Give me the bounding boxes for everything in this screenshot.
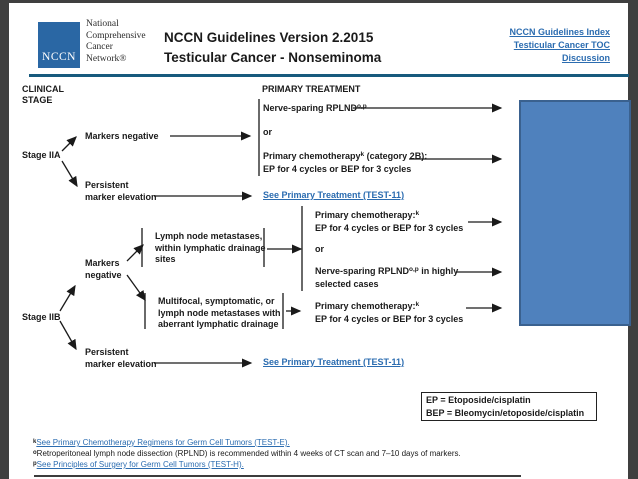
footnote-marker: p [33, 460, 37, 467]
node-line: aberrant lymphatic drainage [158, 319, 279, 329]
header-links: NCCN Guidelines Index Testicular Cancer … [509, 26, 610, 65]
treatment-nerve-sparing-iib: Nerve-sparing RPLNDo,p in highly selecte… [315, 266, 458, 290]
footnote-o: oRetroperitoneal lymph node dissection (… [33, 448, 461, 461]
stage-iia-label: Stage IIA [22, 150, 61, 160]
org-line: Network® [86, 53, 127, 64]
node-line: within lymphatic drainage [155, 242, 266, 253]
guideline-page: NCCN National Comprehensive Cancer Netwo… [9, 3, 631, 479]
treatment-line: selected cases [315, 278, 379, 289]
page-title-version: NCCN Guidelines Version 2.2015 [164, 30, 374, 45]
cutoff-box-edge [34, 475, 521, 477]
node-line: marker elevation [85, 191, 157, 202]
org-line: Cancer [86, 42, 113, 52]
node-line: sites [155, 254, 176, 264]
column-label-line: STAGE [22, 94, 53, 105]
treatment-text: Nerve-sparing RPLND [315, 266, 410, 276]
org-line: Comprehensive [86, 30, 146, 41]
treatment-chemo-iia: Primary chemotherapyk (category 2B): EP … [263, 151, 427, 175]
or-label-iia: or [263, 127, 272, 137]
stage-iib-persistent-elevation: Persistent marker elevation [85, 347, 157, 370]
footnote-p: pSee Principles of Surgery for Germ Cell… [33, 459, 244, 472]
link-guidelines-index[interactable]: NCCN Guidelines Index [509, 27, 610, 37]
footnote-ref: k [415, 301, 420, 308]
treatment-line: Primary chemotherapy:k [315, 301, 463, 314]
node-lymph-drainage-sites: Lymph node metastases, within lymphatic … [155, 231, 266, 266]
stage-iia-markers-negative: Markers negative [85, 131, 159, 141]
treatment-text: Nerve-sparing RPLND [263, 103, 358, 113]
treatment-chemo1-iib: Primary chemotherapy:k EP for 4 cycles o… [315, 210, 463, 234]
node-line: Multifocal, symptomatic, or [158, 296, 275, 306]
treatment-text: (category 2B): [364, 151, 428, 161]
stage-iib-label: Stage IIB [22, 312, 61, 322]
legend-line-ep: EP = Etoposide/cisplatin [426, 395, 531, 405]
org-line: National [86, 19, 119, 29]
see-primary-treatment-link-iib[interactable]: See Primary Treatment (TEST-11) [263, 357, 405, 367]
nccn-logo-text: NCCN [42, 51, 76, 63]
column-label-line: CLINICAL [22, 84, 64, 94]
link-testicular-toc[interactable]: Testicular Cancer TOC [513, 40, 610, 50]
treatment-text: Primary chemotherapy [263, 151, 361, 161]
see-primary-treatment-link-iia[interactable]: See Primary Treatment (TEST-11) [263, 190, 405, 200]
node-line: Lymph node metastases, [155, 231, 263, 241]
footnote-p-link[interactable]: See Principles of Surgery for Germ Cell … [36, 460, 244, 469]
footnote-k: kSee Primary Chemotherapy Regimens for G… [33, 437, 290, 450]
node-multifocal-aberrant: Multifocal, symptomatic, or lymph node m… [158, 296, 281, 331]
node-line: Persistent [85, 347, 129, 357]
footnote-k-link[interactable]: See Primary Chemotherapy Regimens for Ge… [36, 438, 290, 447]
header-rule [29, 74, 629, 77]
page-title-cancer: Testicular Cancer - Nonseminoma [164, 50, 382, 65]
stage-iia-persistent-elevation: Persistent marker elevation [85, 180, 157, 203]
treatment-line: Primary chemotherapy:k [315, 210, 463, 223]
stage-iib-markers-negative: Markers negative [85, 258, 122, 281]
org-name: National Comprehensive Cancer Network® [86, 19, 146, 65]
treatment-line: EP for 4 cycles or BEP for 3 cycles [263, 163, 412, 174]
treatment-text: in highly [418, 266, 459, 276]
legend-line-bep: BEP = Bleomycin/etoposide/cisplatin [426, 407, 585, 418]
treatment-text: Primary chemotherapy: [315, 210, 416, 220]
treatment-line: EP for 4 cycles or BEP for 3 cycles [315, 313, 464, 324]
abbreviation-legend: EP = Etoposide/cisplatin BEP = Bleomycin… [421, 392, 597, 421]
link-discussion[interactable]: Discussion [561, 53, 610, 63]
footnote-ref: k [360, 151, 365, 158]
treatment-line: Primary chemotherapyk (category 2B): [263, 151, 427, 164]
footnote-ref: o,p [409, 266, 419, 273]
footnote-ref: o,p [357, 103, 367, 110]
nccn-logo: NCCN [38, 22, 80, 68]
node-line: marker elevation [85, 358, 157, 369]
footnote-ref: k [415, 210, 420, 217]
treatment-nerve-sparing-iia: Nerve-sparing RPLNDo,p [263, 103, 367, 116]
treatment-chemo2-iib: Primary chemotherapy:k EP for 4 cycles o… [315, 301, 463, 325]
node-line: Markers [85, 258, 120, 268]
node-line: lymph node metastases with [158, 307, 281, 318]
treatment-line: EP for 4 cycles or BEP for 3 cycles [315, 222, 464, 233]
or-label-iib: or [315, 244, 324, 254]
footnote-marker: k [33, 438, 37, 445]
column-primary-treatment: PRIMARY TREATMENT [262, 84, 361, 94]
column-clinical-stage: CLINICAL STAGE [22, 84, 64, 105]
footnote-marker: o [33, 449, 37, 456]
covered-content-box [519, 100, 631, 326]
treatment-line: Nerve-sparing RPLNDo,p in highly [315, 266, 458, 279]
treatment-text: Primary chemotherapy: [315, 301, 416, 311]
node-line: negative [85, 269, 122, 280]
node-line: Persistent [85, 180, 129, 190]
footnote-o-text: Retroperitoneal lymph node dissection (R… [36, 449, 461, 458]
